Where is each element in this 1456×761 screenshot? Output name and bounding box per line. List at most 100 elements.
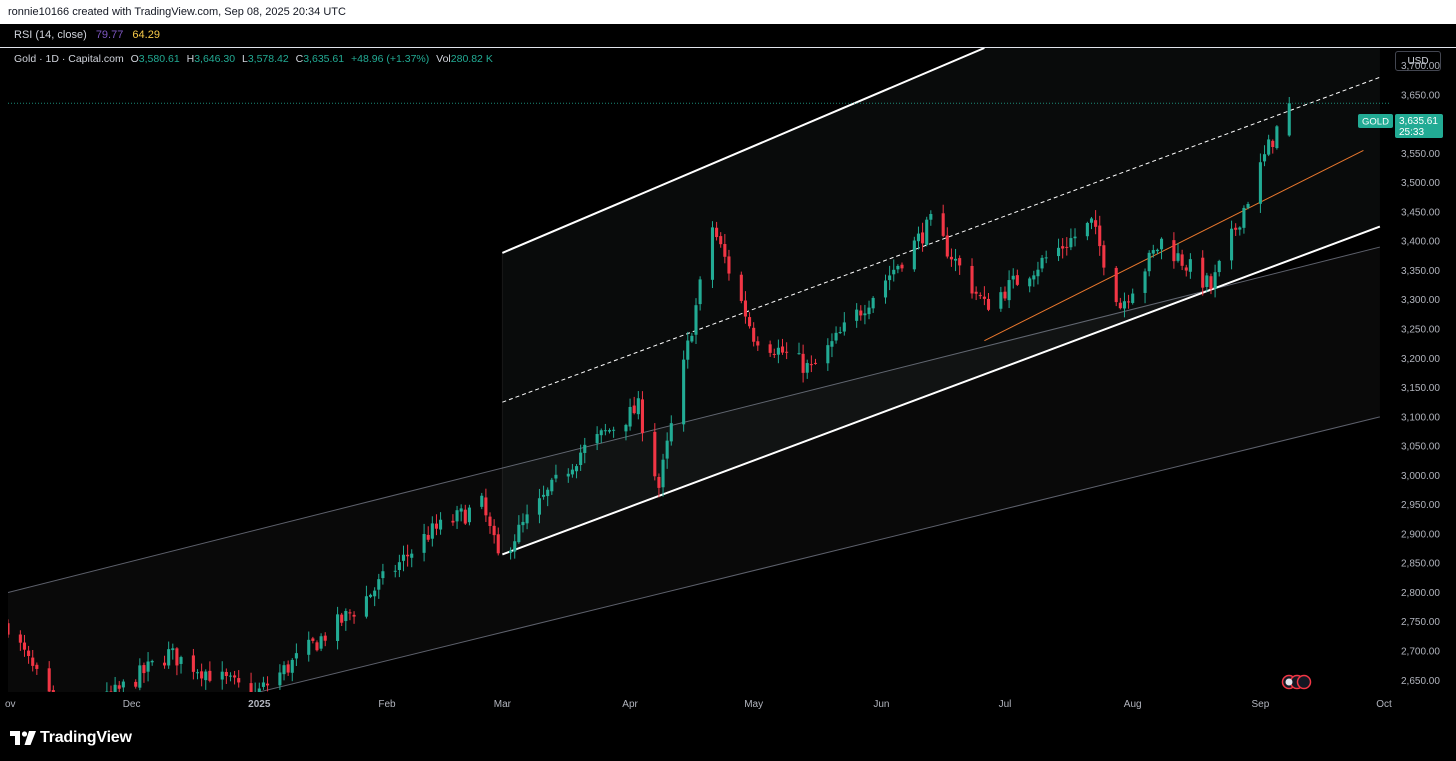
candle[interactable] [727, 249, 731, 281]
candle[interactable] [138, 658, 142, 691]
candle[interactable] [1180, 249, 1184, 271]
candle[interactable] [743, 291, 747, 324]
candle[interactable] [377, 573, 381, 599]
candle[interactable] [492, 519, 496, 544]
candle[interactable] [254, 682, 257, 701]
candle[interactable] [912, 236, 916, 272]
candle[interactable] [1036, 261, 1040, 285]
candle[interactable] [883, 274, 888, 304]
candle[interactable] [842, 312, 846, 336]
candle[interactable] [463, 504, 467, 525]
candle[interactable] [748, 312, 752, 329]
candle[interactable] [224, 668, 228, 684]
candle[interactable] [340, 612, 344, 627]
candle[interactable] [661, 453, 665, 497]
candle[interactable] [364, 585, 368, 619]
candle[interactable] [772, 348, 776, 358]
candle[interactable] [1028, 276, 1032, 293]
candle[interactable] [632, 396, 636, 415]
candle[interactable] [323, 632, 327, 647]
candle[interactable] [710, 221, 715, 289]
candle[interactable] [257, 682, 261, 700]
candle[interactable] [780, 338, 785, 355]
candle[interactable] [278, 664, 282, 690]
candle[interactable] [1151, 244, 1155, 258]
candle[interactable] [1271, 139, 1275, 154]
candle[interactable] [401, 545, 406, 572]
candle[interactable] [813, 358, 818, 365]
candle[interactable] [1127, 294, 1131, 309]
candle[interactable] [521, 513, 525, 533]
candle[interactable] [1205, 272, 1209, 292]
candle[interactable] [175, 647, 179, 676]
candle[interactable] [517, 515, 521, 544]
candle[interactable] [237, 670, 241, 688]
candle[interactable] [142, 662, 146, 683]
candle[interactable] [612, 426, 616, 438]
candle[interactable] [579, 444, 583, 471]
candle[interactable] [1131, 288, 1135, 305]
candle[interactable] [480, 492, 484, 510]
candle[interactable] [537, 488, 541, 524]
candle[interactable] [1201, 250, 1205, 296]
candle[interactable] [488, 512, 492, 534]
candle[interactable] [352, 611, 356, 624]
candle[interactable] [290, 658, 294, 682]
candle[interactable] [430, 516, 434, 547]
candle[interactable] [624, 423, 628, 441]
candle[interactable] [1213, 264, 1217, 298]
candle[interactable] [1073, 228, 1077, 247]
candle[interactable] [1114, 266, 1118, 307]
candle[interactable] [986, 293, 991, 312]
candle[interactable] [768, 340, 772, 357]
candle[interactable] [657, 473, 661, 498]
candle[interactable] [179, 655, 183, 674]
candle[interactable] [1015, 269, 1019, 287]
indicator-legend[interactable]: RSI (14, close) 79.77 64.29 [0, 24, 1456, 46]
candle[interactable] [776, 339, 780, 364]
candle[interactable] [554, 464, 558, 483]
candle[interactable] [888, 265, 892, 291]
candle[interactable] [422, 523, 426, 562]
candle[interactable] [311, 636, 315, 644]
candle[interactable] [834, 326, 838, 344]
candle[interactable] [1184, 264, 1188, 277]
candle[interactable] [1159, 237, 1164, 260]
candle[interactable] [686, 331, 690, 369]
candle[interactable] [900, 262, 904, 272]
candle[interactable] [89, 708, 92, 715]
candle[interactable] [6, 619, 10, 638]
candle[interactable] [22, 634, 27, 657]
candle[interactable] [694, 298, 698, 344]
candle[interactable] [294, 643, 298, 667]
candle[interactable] [167, 641, 171, 669]
candle[interactable] [1246, 201, 1250, 210]
candle[interactable] [348, 609, 352, 621]
candle[interactable] [121, 679, 125, 696]
candle[interactable] [51, 685, 55, 703]
candle[interactable] [1209, 273, 1213, 295]
candle[interactable] [1242, 205, 1246, 234]
candle[interactable] [595, 426, 599, 451]
candle[interactable] [682, 350, 686, 432]
candle[interactable] [117, 681, 121, 694]
candle[interactable] [863, 304, 867, 325]
candle[interactable] [1032, 270, 1036, 287]
candle[interactable] [628, 398, 632, 431]
candle[interactable] [801, 344, 805, 383]
candle[interactable] [583, 437, 587, 464]
candle[interactable] [60, 699, 63, 715]
events-markers[interactable] [1281, 674, 1312, 690]
candle[interactable] [191, 648, 195, 680]
candle[interactable] [484, 488, 488, 523]
candle[interactable] [826, 338, 830, 371]
candle[interactable] [1011, 268, 1015, 289]
candle[interactable] [455, 505, 459, 529]
wide-channel-lower-line[interactable] [8, 416, 1380, 715]
candle[interactable] [542, 485, 546, 500]
candle[interactable] [1155, 248, 1159, 255]
candle[interactable] [1061, 238, 1065, 259]
candle[interactable] [397, 554, 401, 578]
candle[interactable] [109, 685, 113, 702]
candle[interactable] [451, 514, 455, 526]
